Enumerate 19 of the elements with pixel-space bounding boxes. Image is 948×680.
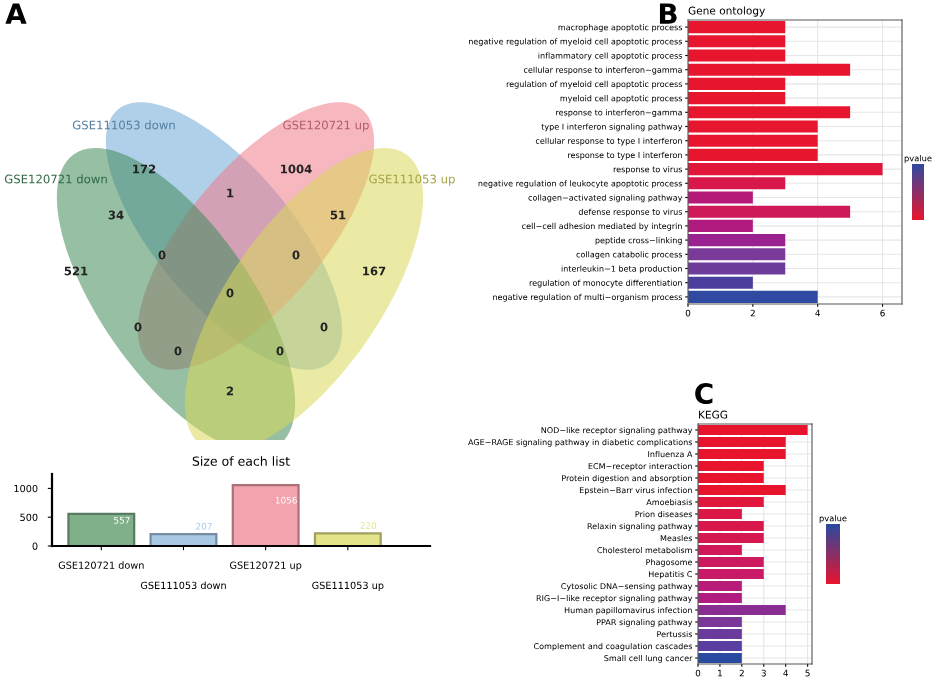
bar — [688, 191, 753, 204]
bar — [688, 276, 753, 289]
bar — [698, 640, 742, 652]
bar — [698, 628, 742, 640]
bar — [698, 604, 786, 616]
text: B — [659, 3, 677, 24]
text: C — [695, 383, 713, 405]
bar — [67, 512, 136, 546]
bar — [688, 290, 818, 303]
bar — [149, 532, 218, 546]
bar — [688, 234, 786, 247]
bar — [313, 532, 382, 546]
bar — [698, 652, 742, 664]
bar — [688, 177, 786, 190]
bar — [231, 484, 300, 546]
text: A — [5, 3, 27, 24]
bar — [688, 219, 753, 232]
bar — [688, 205, 851, 218]
bar — [698, 616, 742, 628]
